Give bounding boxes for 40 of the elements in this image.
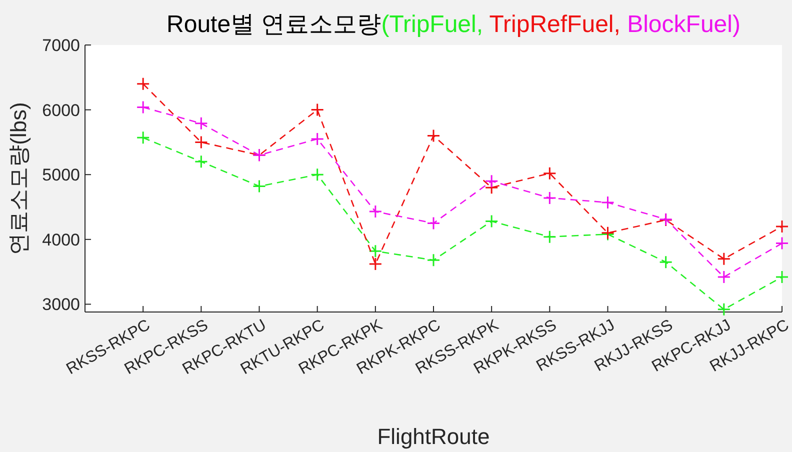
point [775, 270, 789, 284]
y-tick-label: 6000 [42, 100, 80, 120]
text: (TripFuel, [381, 11, 484, 38]
point [717, 302, 731, 316]
y-tick-label: 4000 [42, 230, 80, 250]
point [310, 103, 324, 117]
point [484, 214, 498, 228]
point [194, 135, 208, 149]
point [194, 154, 208, 168]
point [310, 132, 324, 146]
text: BlockFuel) [627, 11, 740, 38]
y-tick-label: 5000 [42, 166, 80, 185]
point [136, 77, 150, 91]
point [136, 100, 150, 114]
point [601, 196, 614, 210]
point [542, 191, 556, 205]
point [542, 230, 556, 244]
point [775, 236, 789, 250]
point [542, 166, 556, 180]
point [368, 204, 382, 218]
point [368, 257, 382, 271]
point [368, 244, 382, 258]
point [194, 116, 208, 130]
point [426, 128, 440, 142]
point [136, 130, 150, 144]
point [426, 253, 440, 267]
point [426, 216, 440, 230]
point [659, 255, 673, 269]
point [310, 168, 324, 182]
point [775, 220, 789, 234]
text: TripRefFuel, [489, 11, 620, 38]
y-tick-label: 7000 [42, 36, 80, 55]
point [252, 180, 266, 194]
y-axis-title: 연료소모량(lbs) [6, 102, 31, 255]
chart-title: Route별 연료소모량 [166, 11, 382, 38]
point [717, 270, 731, 284]
x-axis-title: FlightRoute [377, 424, 490, 449]
point [717, 252, 731, 266]
point [484, 174, 498, 188]
y-tick-label: 3000 [42, 295, 80, 314]
